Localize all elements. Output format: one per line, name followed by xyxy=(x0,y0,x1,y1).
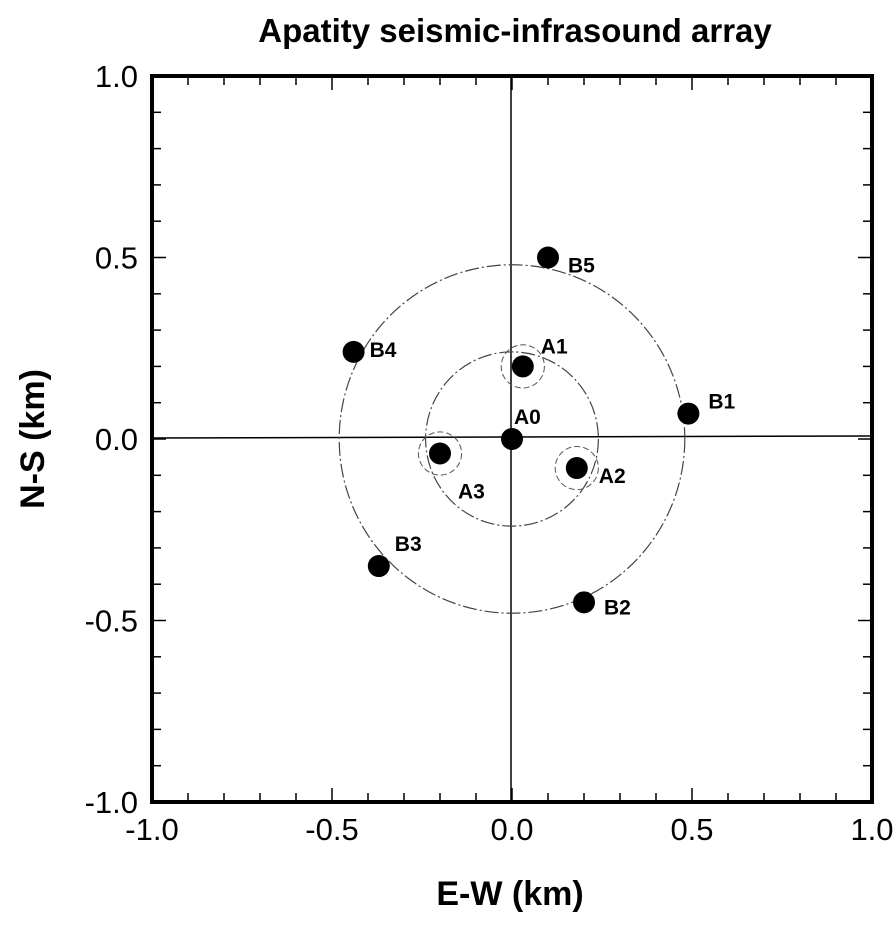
station-label: B3 xyxy=(395,533,422,556)
x-tick-label: 0.0 xyxy=(490,812,533,847)
station-label: A3 xyxy=(458,481,485,504)
station-label: B4 xyxy=(370,339,397,362)
y-tick-label: 0.5 xyxy=(95,241,138,276)
station-marker xyxy=(677,402,700,425)
x-tick-label: 0.5 xyxy=(670,812,713,847)
station-label: A0 xyxy=(514,406,541,429)
sub-array-ring xyxy=(417,431,463,476)
tick-labels: -1.0 -0.5 0.0 0.5 1.0 1.0 0.5 0.0 -0.5 -1.0 xyxy=(85,59,894,847)
y-tick-label: 1.0 xyxy=(95,59,138,94)
station-label: B1 xyxy=(708,391,735,414)
station-marker xyxy=(501,428,523,450)
ring xyxy=(425,351,600,527)
station-points: A0 A1 A2 A3 B1 B2 B3 B4 B5 xyxy=(342,246,736,619)
ring xyxy=(338,264,686,614)
station-marker xyxy=(537,246,559,269)
station-label: A1 xyxy=(541,335,568,358)
plot-frame xyxy=(150,74,874,804)
array-rings xyxy=(338,264,686,614)
station-label: B2 xyxy=(604,596,631,619)
x-tick-label: 1.0 xyxy=(850,812,893,847)
station-marker xyxy=(573,591,595,614)
station-marker xyxy=(429,442,451,465)
x-axis-title: E-W (km) xyxy=(436,875,583,913)
y-tick-label: 0.0 xyxy=(95,422,138,457)
x-tick-label: -1.0 xyxy=(125,812,178,847)
x-tick-label: -0.5 xyxy=(305,812,358,847)
y-tick-label: -1.0 xyxy=(85,785,138,820)
sub-array-ring xyxy=(500,344,545,389)
station-label: A2 xyxy=(599,465,626,488)
station-marker xyxy=(511,355,534,378)
station-marker xyxy=(342,340,365,363)
y-tick-label: -0.5 xyxy=(85,604,138,639)
chart-title: Apatity seismic-infrasound array xyxy=(258,12,772,49)
sub-array-ring xyxy=(554,445,599,491)
station-marker xyxy=(565,457,588,480)
station-label: B5 xyxy=(568,255,595,278)
station-marker xyxy=(367,555,390,578)
y-axis-title: N-S (km) xyxy=(14,369,52,509)
